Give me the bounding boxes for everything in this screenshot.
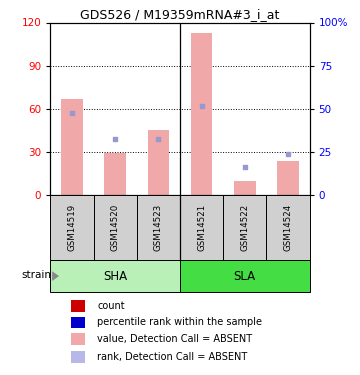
Point bbox=[242, 164, 248, 170]
Point bbox=[156, 136, 161, 142]
Bar bbox=[71, 351, 85, 363]
Text: SLA: SLA bbox=[234, 270, 256, 283]
Text: GSM14522: GSM14522 bbox=[240, 204, 249, 251]
Bar bbox=[71, 317, 85, 328]
Point bbox=[69, 110, 75, 116]
Bar bbox=[50, 195, 94, 260]
Text: percentile rank within the sample: percentile rank within the sample bbox=[97, 318, 262, 327]
Text: GSM14519: GSM14519 bbox=[68, 204, 76, 251]
Point bbox=[199, 103, 204, 109]
Text: strain: strain bbox=[21, 270, 51, 280]
Bar bbox=[61, 99, 83, 195]
Text: value, Detection Call = ABSENT: value, Detection Call = ABSENT bbox=[97, 334, 252, 344]
Text: rank, Detection Call = ABSENT: rank, Detection Call = ABSENT bbox=[97, 352, 247, 362]
Bar bbox=[277, 160, 299, 195]
Point bbox=[112, 136, 118, 142]
Bar bbox=[180, 195, 223, 260]
Point bbox=[285, 151, 291, 157]
Text: GSM14523: GSM14523 bbox=[154, 204, 163, 251]
Bar bbox=[191, 33, 212, 195]
Title: GDS526 / M19359mRNA#3_i_at: GDS526 / M19359mRNA#3_i_at bbox=[80, 8, 280, 21]
Bar bbox=[266, 195, 310, 260]
Text: count: count bbox=[97, 301, 125, 311]
Text: GSM14520: GSM14520 bbox=[111, 204, 120, 251]
Bar bbox=[94, 195, 137, 260]
Text: GSM14524: GSM14524 bbox=[284, 204, 292, 251]
Bar bbox=[180, 260, 310, 292]
Bar bbox=[137, 195, 180, 260]
Bar bbox=[71, 333, 85, 345]
Bar bbox=[50, 260, 180, 292]
Text: GSM14521: GSM14521 bbox=[197, 204, 206, 251]
Text: SHA: SHA bbox=[103, 270, 127, 283]
Bar bbox=[71, 300, 85, 312]
Bar bbox=[234, 181, 256, 195]
Bar bbox=[104, 153, 126, 195]
Bar bbox=[148, 130, 169, 195]
Polygon shape bbox=[52, 271, 59, 281]
Bar bbox=[223, 195, 266, 260]
